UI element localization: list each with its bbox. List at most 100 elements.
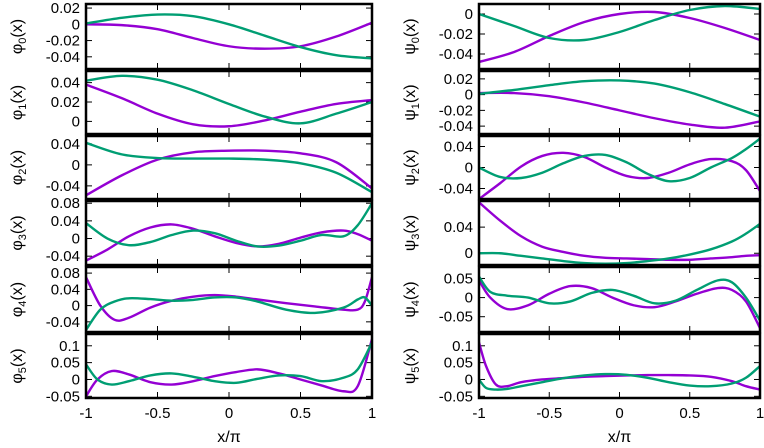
y-tick-label: -0.05 — [439, 309, 473, 326]
y-label-tail: (x) — [9, 19, 26, 38]
y-label-subscript: 1 — [17, 104, 29, 110]
series-group — [479, 4, 760, 64]
y-tick-label: 0.04 — [444, 219, 473, 236]
y-tick-label: 0.08 — [51, 265, 80, 282]
y-tick-label: 0.04 — [51, 136, 80, 153]
y-tick-label: -0.02 — [439, 102, 473, 119]
y-tick-label: 0.04 — [444, 139, 473, 156]
y-label-symbol: φ — [9, 110, 26, 120]
y-label-subscript: 5 — [410, 367, 422, 373]
y-label-subscript: 3 — [410, 234, 422, 240]
y-tick-label: -0.04 — [439, 181, 473, 198]
series-line-teal — [479, 79, 760, 118]
panels-group: 0.020-0.02-0.04φ0(x)0.040.020φ1(x)0.040-… — [9, 0, 762, 405]
y-tick-label: 0 — [465, 245, 473, 262]
y-tick-label: 0.04 — [51, 75, 80, 92]
y-axis-label: φ2(x) — [9, 150, 29, 185]
series-line-purple — [86, 83, 372, 128]
y-axis-label: ψ1(x) — [402, 84, 422, 120]
y-tick-label: -0.02 — [46, 33, 80, 50]
y-tick-label: 0 — [72, 371, 80, 388]
x-tick-label: 0.5 — [290, 405, 311, 422]
y-tick-label: 0.1 — [59, 338, 80, 355]
series-line-teal — [86, 141, 372, 194]
y-label-symbol: φ — [9, 175, 26, 185]
series-group — [86, 338, 372, 397]
y-label-subscript: 0 — [17, 38, 29, 44]
y-tick-label: 0 — [72, 113, 80, 130]
panel-5: 0.10.050-0.05 φ5(x) — [9, 332, 374, 405]
series-line-teal — [86, 341, 372, 386]
series-line-teal — [86, 295, 372, 331]
y-label-symbol: φ — [9, 373, 26, 383]
series-line-teal — [86, 202, 372, 248]
panel-1: 0.04 0.02 0 φ1(x) — [9, 69, 374, 136]
y-tick-label: -0.04 — [46, 178, 80, 195]
series-line-purple — [479, 10, 760, 64]
y-label-subscript: 4 — [410, 300, 422, 306]
series-group — [86, 74, 372, 128]
series-line-purple — [479, 201, 760, 262]
series-line-teal — [479, 365, 760, 391]
series-line-purple — [86, 21, 372, 50]
y-tick-label: 0.08 — [51, 195, 80, 212]
y-label-tail: (x) — [9, 150, 26, 169]
x-axes-group: x/π x/π -1 -0.5 0 0.5 1 -1 -0.5 0 0.5 1 — [79, 405, 764, 446]
series-group — [86, 13, 372, 60]
y-label-subscript: 2 — [17, 169, 29, 175]
series-group — [479, 342, 760, 391]
y-label-tail: (x) — [9, 282, 26, 301]
series-group — [86, 141, 372, 197]
y-label-subscript: 4 — [17, 301, 29, 307]
y-axis-label: φ5(x) — [9, 348, 29, 383]
y-tick-label: -0.05 — [46, 388, 80, 405]
panel-3: 0.080.040-0.04 φ3(x) — [9, 195, 374, 267]
y-axis-label: ψ3(x) — [402, 215, 422, 251]
series-line-teal — [479, 275, 760, 322]
series-line-purple — [86, 338, 372, 397]
y-tick-label: -0.05 — [439, 388, 473, 405]
y-label-symbol: ψ — [402, 174, 419, 185]
y-tick-label: 0 — [72, 231, 80, 248]
y-label-tail: (x) — [402, 18, 419, 37]
y-label-symbol: φ — [9, 44, 26, 54]
panel-frame — [84, 332, 374, 400]
y-axis-label: ψ4(x) — [402, 281, 422, 317]
x-tick-label: -1 — [472, 405, 485, 422]
x-tick-label: -1 — [79, 405, 92, 422]
panel-7: 0.020-0.02-0.04 ψ1(x) — [402, 69, 762, 136]
y-tick-label: 0.04 — [51, 213, 80, 230]
y-label-tail: (x) — [9, 348, 26, 367]
series-line-purple — [479, 279, 760, 329]
y-label-symbol: ψ — [402, 373, 419, 384]
series-line-purple — [479, 91, 760, 129]
panel-frame — [477, 199, 762, 267]
y-tick-label: -0.04 — [46, 248, 80, 265]
series-group — [479, 201, 760, 265]
panel-frame — [477, 332, 762, 400]
panel-frame — [84, 134, 374, 201]
y-tick-label: -0.04 — [439, 118, 473, 135]
y-axis-label: φ1(x) — [9, 85, 29, 120]
y-label-tail: (x) — [9, 85, 26, 104]
series-line-purple — [86, 223, 372, 262]
y-axis-label: φ4(x) — [9, 282, 29, 317]
y-tick-label: 0 — [72, 157, 80, 174]
y-tick-label: 0 — [465, 290, 473, 307]
panel-2: 0.04 0 -0.04 φ2(x) — [9, 134, 374, 201]
series-line-teal — [479, 4, 760, 42]
y-label-symbol: ψ — [402, 109, 419, 120]
y-label-symbol: φ — [9, 240, 26, 250]
x-tick-label: 1 — [756, 405, 764, 422]
panel-frame — [477, 69, 762, 136]
series-group — [479, 137, 760, 199]
panel-frame — [477, 265, 762, 334]
x-tick-label: 1 — [368, 405, 376, 422]
y-tick-label: -0.02 — [439, 26, 473, 43]
y-tick-label: 0.02 — [51, 0, 80, 17]
series-group — [86, 202, 372, 262]
x-axis-label-right: x/π — [608, 429, 631, 446]
